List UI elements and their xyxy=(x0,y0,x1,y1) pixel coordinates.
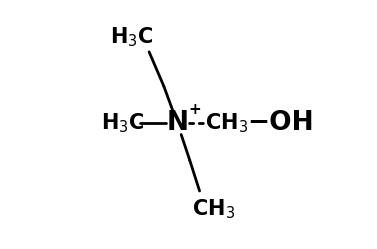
Text: N: N xyxy=(166,110,188,136)
Text: H$_3$C: H$_3$C xyxy=(110,25,153,49)
Text: −OH: −OH xyxy=(248,110,314,136)
Text: CH$_3$: CH$_3$ xyxy=(192,198,234,221)
Text: CH$_3$: CH$_3$ xyxy=(205,112,248,135)
Text: +: + xyxy=(188,102,201,117)
Text: H$_3$C: H$_3$C xyxy=(101,112,145,135)
